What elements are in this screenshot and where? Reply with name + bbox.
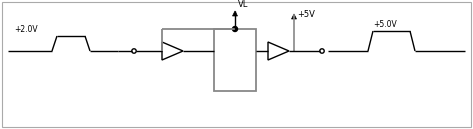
Text: +5V: +5V xyxy=(297,10,315,19)
Polygon shape xyxy=(162,42,183,60)
Text: +5.0V: +5.0V xyxy=(373,20,397,29)
Polygon shape xyxy=(291,14,297,19)
Circle shape xyxy=(233,26,237,31)
Text: VL: VL xyxy=(238,0,248,9)
Polygon shape xyxy=(233,11,237,16)
Polygon shape xyxy=(268,42,289,60)
Text: +2.0V: +2.0V xyxy=(14,25,38,34)
Bar xyxy=(214,29,256,91)
